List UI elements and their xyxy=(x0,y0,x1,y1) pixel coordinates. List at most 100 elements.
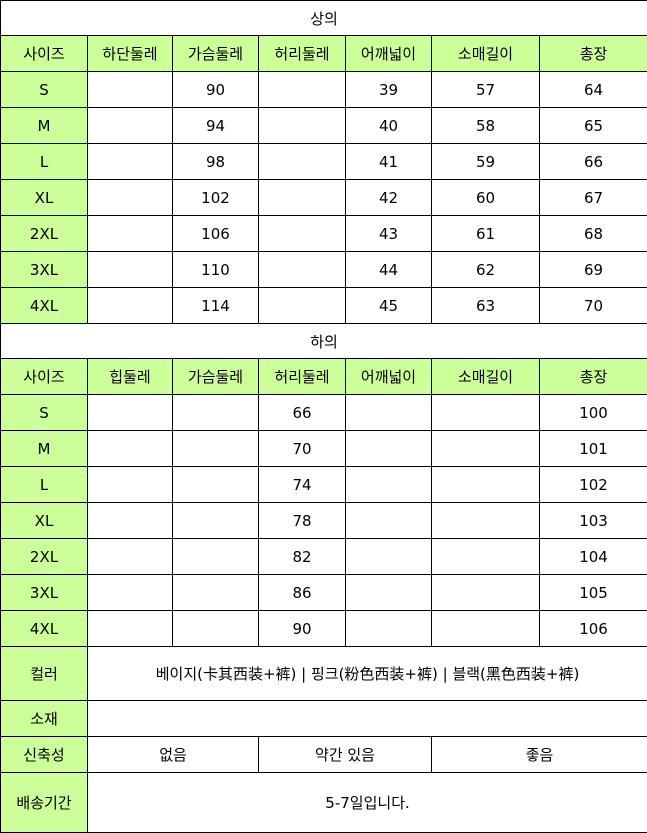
table-row: XL 102 42 60 67 xyxy=(0,179,647,216)
measurement-cell: 69 xyxy=(538,251,647,288)
table-row: 4XL 114 45 63 70 xyxy=(0,287,647,324)
measurement-cell xyxy=(87,107,173,144)
size-label: L xyxy=(0,466,88,503)
stretch-option-good: 좋음 xyxy=(430,736,647,773)
measurement-cell xyxy=(345,394,432,431)
bottom-title-row: 하의 xyxy=(0,323,647,359)
measurement-cell: 39 xyxy=(345,71,432,108)
color-row: 컬러 베이지(卡其西装+裤) | 핑크(粉色西装+裤) | 블랙(黑色西装+裤) xyxy=(0,646,647,701)
measurement-cell: 90 xyxy=(172,71,259,108)
column-header: 허리둘레 xyxy=(258,358,346,395)
shipping-value: 5-7일입니다. xyxy=(86,772,647,833)
measurement-cell xyxy=(87,287,173,324)
measurement-cell: 104 xyxy=(538,538,647,575)
column-header: 가슴둘레 xyxy=(172,35,259,72)
color-value: 베이지(卡其西装+裤) | 핑크(粉色西装+裤) | 블랙(黑色西装+裤) xyxy=(86,646,647,701)
table-row: M 70 101 xyxy=(0,430,647,467)
table-row: L 74 102 xyxy=(0,466,647,503)
measurement-cell xyxy=(431,574,540,611)
size-label: M xyxy=(0,430,88,467)
measurement-cell xyxy=(258,179,346,216)
column-header: 어깨넓이 xyxy=(345,35,432,72)
table-row: M 94 40 58 65 xyxy=(0,107,647,144)
column-header: 하단둘레 xyxy=(87,35,173,72)
measurement-cell: 67 xyxy=(538,179,647,216)
measurement-cell: 110 xyxy=(172,251,259,288)
measurement-cell: 60 xyxy=(431,179,540,216)
column-header: 사이즈 xyxy=(0,35,88,72)
measurement-cell: 45 xyxy=(345,287,432,324)
measurement-cell xyxy=(345,430,432,467)
measurement-cell xyxy=(258,107,346,144)
measurement-cell xyxy=(87,538,173,575)
stretch-option-some: 약간 있음 xyxy=(258,736,432,773)
measurement-cell xyxy=(87,466,173,503)
measurement-cell xyxy=(172,466,259,503)
measurement-cell xyxy=(431,466,540,503)
measurement-cell xyxy=(431,394,540,431)
measurement-cell xyxy=(87,574,173,611)
size-label: 4XL xyxy=(0,610,88,647)
measurement-cell: 61 xyxy=(431,215,540,252)
measurement-cell xyxy=(87,143,173,180)
measurement-cell xyxy=(345,538,432,575)
measurement-cell: 70 xyxy=(538,287,647,324)
size-label: 3XL xyxy=(0,251,88,288)
bottom-section-title: 하의 xyxy=(0,323,647,359)
measurement-cell: 94 xyxy=(172,107,259,144)
measurement-cell: 74 xyxy=(258,466,346,503)
size-label: 3XL xyxy=(0,574,88,611)
material-row: 소재 xyxy=(0,700,647,737)
color-label: 컬러 xyxy=(0,646,88,701)
measurement-cell xyxy=(87,251,173,288)
measurement-cell xyxy=(87,179,173,216)
size-label: S xyxy=(0,394,88,431)
column-header: 사이즈 xyxy=(0,358,88,395)
size-label: M xyxy=(0,107,88,144)
stretch-row: 신축성 없음 약간 있음 좋음 xyxy=(0,736,647,773)
table-row: S 90 39 57 64 xyxy=(0,71,647,108)
measurement-cell: 65 xyxy=(538,107,647,144)
measurement-cell: 103 xyxy=(538,502,647,539)
measurement-cell xyxy=(87,394,173,431)
measurement-cell: 63 xyxy=(431,287,540,324)
measurement-cell: 44 xyxy=(345,251,432,288)
table-row: 4XL 90 106 xyxy=(0,610,647,647)
size-label: 4XL xyxy=(0,287,88,324)
measurement-cell: 57 xyxy=(431,71,540,108)
measurement-cell xyxy=(87,71,173,108)
measurement-cell xyxy=(87,610,173,647)
measurement-cell: 82 xyxy=(258,538,346,575)
size-label: L xyxy=(0,143,88,180)
measurement-cell xyxy=(87,502,173,539)
table-row: 3XL 110 44 62 69 xyxy=(0,251,647,288)
measurement-cell: 106 xyxy=(538,610,647,647)
column-header: 어깨넓이 xyxy=(345,358,432,395)
table-row: S 66 100 xyxy=(0,394,647,431)
measurement-cell: 40 xyxy=(345,107,432,144)
measurement-cell: 66 xyxy=(538,143,647,180)
measurement-cell: 66 xyxy=(258,394,346,431)
measurement-cell xyxy=(172,502,259,539)
top-title-row: 상의 xyxy=(0,0,647,36)
column-header: 총장 xyxy=(538,35,647,72)
top-section-title: 상의 xyxy=(0,0,647,36)
measurement-cell: 64 xyxy=(538,71,647,108)
measurement-cell: 86 xyxy=(258,574,346,611)
shipping-label: 배송기간 xyxy=(0,772,88,833)
column-header: 가슴둘레 xyxy=(172,358,259,395)
measurement-cell: 59 xyxy=(431,143,540,180)
column-header: 허리둘레 xyxy=(258,35,346,72)
size-label: 2XL xyxy=(0,538,88,575)
measurement-cell: 105 xyxy=(538,574,647,611)
measurement-cell: 100 xyxy=(538,394,647,431)
measurement-cell: 43 xyxy=(345,215,432,252)
measurement-cell xyxy=(258,251,346,288)
measurement-cell xyxy=(258,71,346,108)
measurement-cell: 114 xyxy=(172,287,259,324)
measurement-cell: 41 xyxy=(345,143,432,180)
column-header: 총장 xyxy=(538,358,647,395)
size-label: 2XL xyxy=(0,215,88,252)
measurement-cell: 90 xyxy=(258,610,346,647)
